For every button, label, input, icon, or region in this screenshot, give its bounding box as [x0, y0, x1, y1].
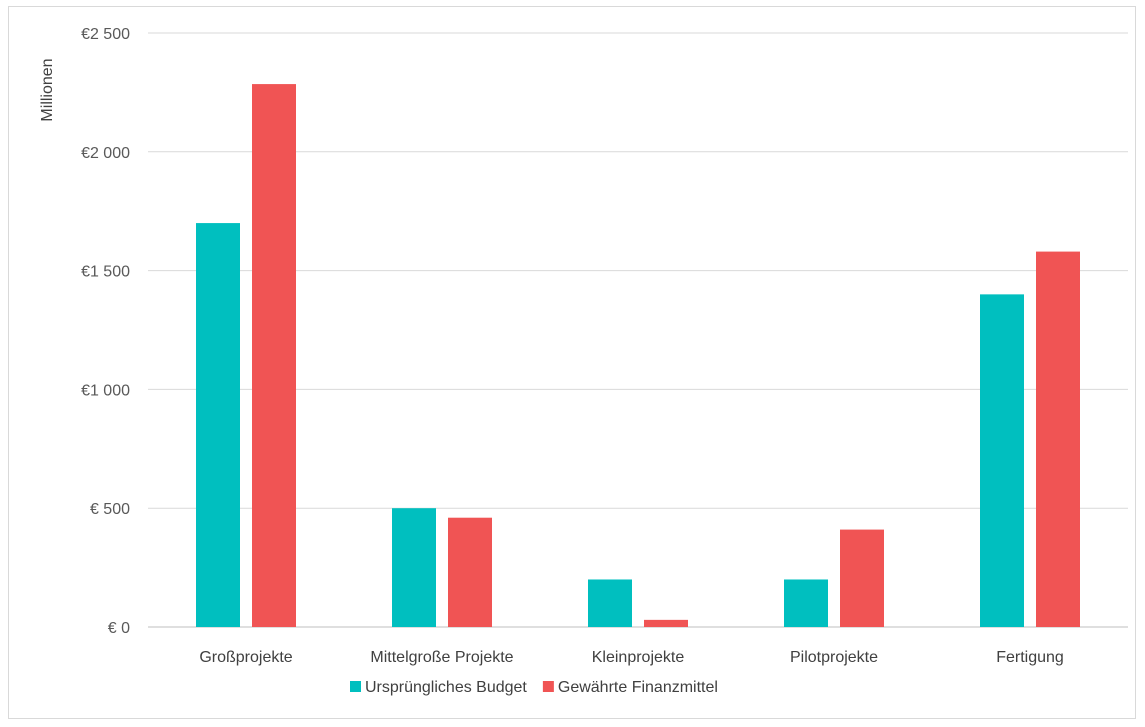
y-tick-label: €1 500 [81, 264, 130, 281]
legend-label: Gewährte Finanzmittel [558, 679, 718, 696]
bar-funding [252, 84, 296, 628]
legend-swatch [542, 681, 554, 692]
bar-budget [392, 508, 436, 627]
bar-budget [588, 579, 632, 627]
bar-budget [784, 579, 828, 627]
bar-budget [196, 223, 240, 627]
x-tick-label: Mittelgroße Projekte [370, 649, 513, 666]
y-tick-label: €1 000 [81, 382, 130, 399]
y-tick-label: € 0 [108, 620, 130, 637]
bar-funding [840, 529, 884, 627]
y-tick-label: € 500 [90, 501, 130, 518]
y-tick-label: €2 000 [81, 145, 130, 162]
y-tick-label: €2 500 [81, 26, 130, 43]
bar-funding [448, 517, 492, 627]
legend-swatch [350, 681, 361, 692]
x-tick-label: Großprojekte [199, 649, 292, 666]
bar-funding [644, 619, 688, 627]
y-axis-label: Millionen [39, 58, 56, 121]
bar-funding [1036, 251, 1080, 628]
bar-budget [980, 294, 1024, 627]
legend-label: Ursprüngliches Budget [365, 679, 527, 696]
x-tick-label: Kleinprojekte [592, 649, 685, 666]
x-tick-label: Pilotprojekte [790, 649, 878, 666]
x-tick-label: Fertigung [996, 649, 1064, 666]
